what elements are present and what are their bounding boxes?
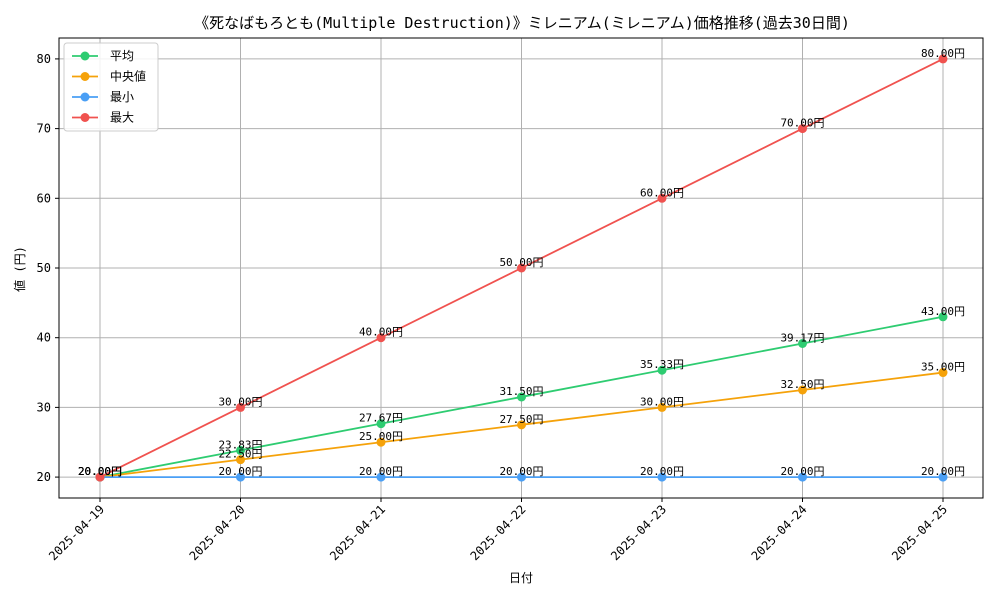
data-point [236,402,245,412]
data-point [236,445,245,455]
data-point [657,193,667,203]
x-tick-label: 2025-04-22 [468,502,529,563]
data-label: 20.00円 [921,465,965,478]
x-axis-label: 日付 [509,571,533,585]
y-tick-label: 60 [37,191,51,205]
y-tick-label: 70 [37,122,51,136]
data-point [236,455,245,465]
x-tick-label: 2025-04-25 [889,502,950,563]
legend-marker [80,113,90,122]
data-label: 20.00円 [78,465,122,478]
data-point [657,402,667,412]
y-tick-label: 40 [37,331,51,345]
data-point [517,392,526,402]
data-label: 20.00円 [78,465,122,478]
y-tick-label: 30 [37,400,51,414]
x-tick-label: 2025-04-19 [46,502,107,563]
data-point [376,437,386,447]
data-label: 20.00円 [359,465,403,478]
data-point [95,472,105,482]
data-label: 35.00円 [921,361,965,374]
series-layer [95,54,948,482]
data-point [938,54,948,64]
data-point [798,472,807,482]
data-point [798,338,807,348]
data-point [798,385,807,395]
data-label: 60.00円 [640,186,684,199]
legend-label: 平均 [110,49,134,63]
data-label: 43.00円 [921,305,965,318]
data-label: 39.17円 [780,331,824,344]
data-label: 23.83円 [218,438,262,451]
data-point [376,333,386,343]
data-label: 20.00円 [218,465,262,478]
data-point [938,312,948,322]
data-label: 25.00円 [359,430,403,443]
data-point [517,420,526,430]
data-label: 32.50円 [780,378,824,391]
data-label: 31.50円 [499,385,543,398]
data-point [938,368,948,378]
axes-layer: 20 30 40 50 60 70 80 2025-04-19 2025-04-20 2025-0… [37,37,984,563]
data-point [376,419,386,429]
data-label: 20.00円 [499,465,543,478]
data-label: 30.00円 [218,395,262,408]
legend-box [63,42,159,132]
legend-marker [80,92,90,102]
data-label: 35.33円 [640,358,684,371]
data-point [517,472,526,482]
data-point [657,365,667,375]
data-label: 27.50円 [499,413,543,426]
data-point [938,472,948,482]
data-label: 20.00円 [780,465,824,478]
chart-title: 《死なばもろとも(Multiple Destruction)》ミレニアム(ミレニ… [194,14,850,32]
data-label: 27.67円 [359,412,403,425]
x-tick-label: 2025-04-24 [749,502,810,563]
data-point [376,472,386,482]
legend-marker [80,51,90,61]
data-label: 20.00円 [78,465,122,478]
legend-label: 中央値 [110,69,146,84]
legend-label: 最大 [110,111,134,125]
data-point [657,472,667,482]
data-label: 80.00円 [921,47,965,60]
data-point [517,263,526,273]
x-tick-label: 2025-04-20 [187,502,248,563]
y-axis-label: 値 (円) [12,246,27,292]
data-label: 30.00円 [640,395,684,408]
label-layer: 20.00円 23.83円 27.67円 31.50円 35.33円 39.17円 43.0… [78,47,965,478]
data-label: 70.00円 [780,117,824,130]
data-label: 40.00円 [359,326,403,339]
data-label: 50.00円 [499,256,543,269]
legend-label: 最小 [110,90,134,104]
data-label: 20.00円 [640,465,684,478]
y-tick-label: 20 [37,470,51,484]
x-tick-label: 2025-04-21 [327,502,388,563]
data-label: 22.50円 [218,448,262,461]
data-label: 20.00円 [78,465,122,478]
data-point [798,124,807,134]
y-tick-label: 50 [37,261,51,275]
legend-marker [80,72,90,81]
x-tick-label: 2025-04-23 [608,502,669,563]
y-tick-label: 80 [37,52,51,66]
data-point [236,472,245,482]
